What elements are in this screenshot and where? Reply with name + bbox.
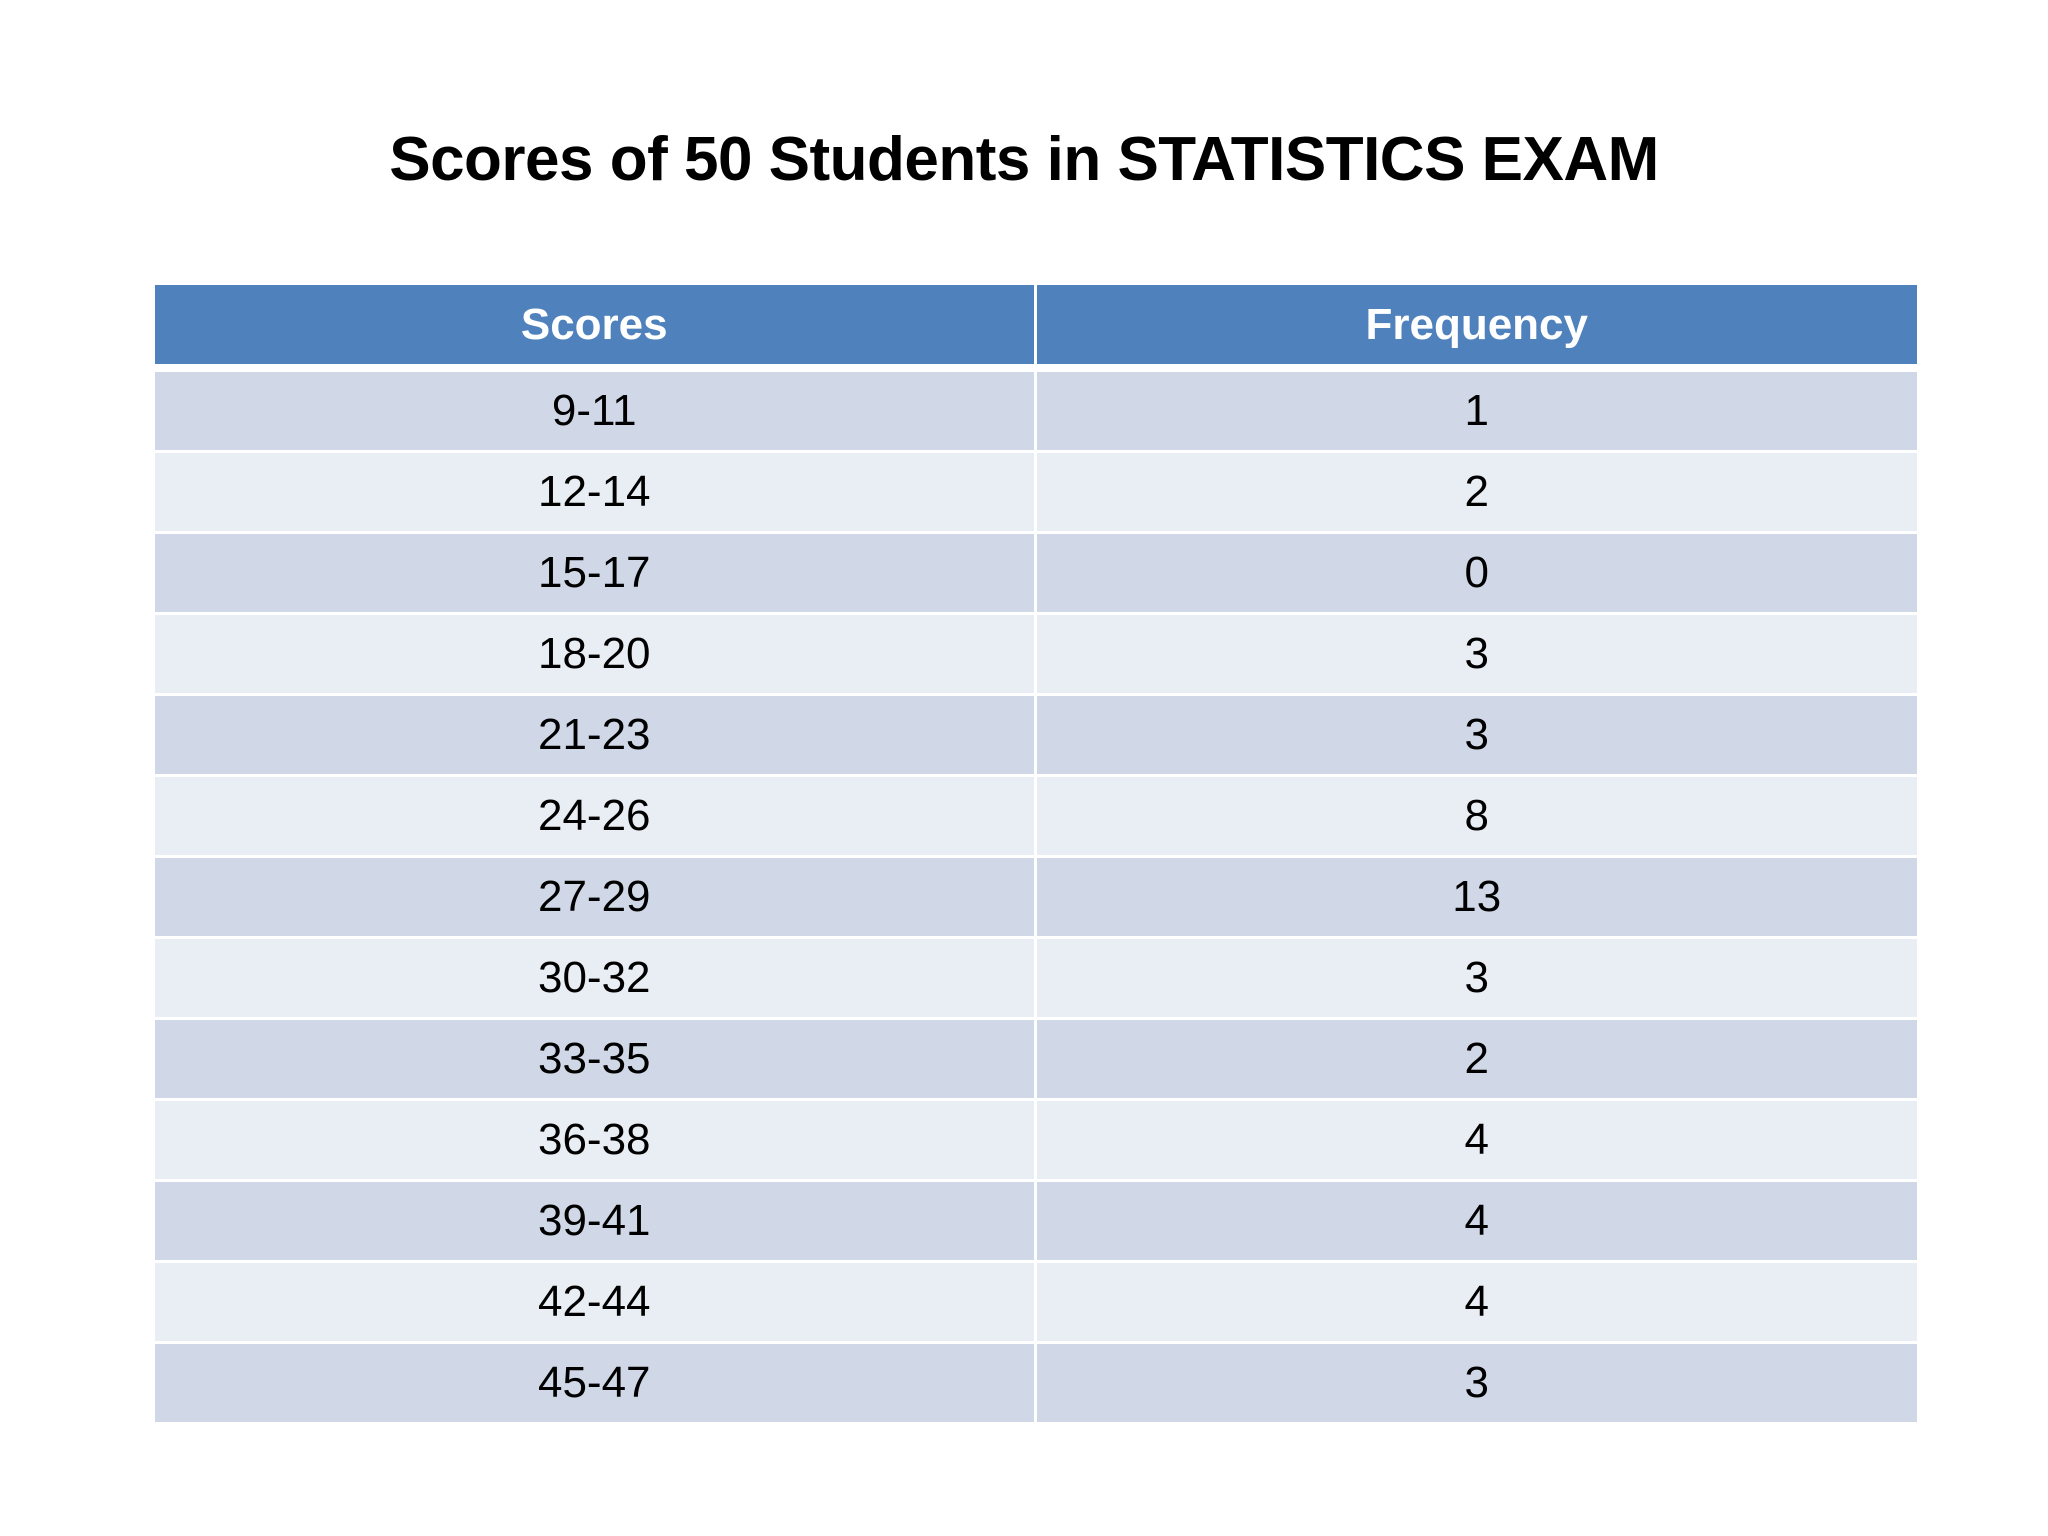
- table-row: 33-35 2: [155, 1017, 1917, 1101]
- score-range-cell: 9-11: [155, 366, 1037, 453]
- table-row: 15-17 0: [155, 531, 1917, 615]
- table-row: 45-47 3: [155, 1341, 1917, 1422]
- score-range-cell: 36-38: [155, 1098, 1037, 1182]
- table-row: 36-38 4: [155, 1098, 1917, 1182]
- table-row: 9-11 1: [155, 366, 1917, 453]
- frequency-cell: 4: [1033, 1098, 1917, 1182]
- slide-title: Scores of 50 Students in STATISTICS EXAM: [389, 125, 1659, 194]
- frequency-cell: 3: [1033, 612, 1917, 696]
- table-row: 12-14 2: [155, 450, 1917, 534]
- table-row: 21-23 3: [155, 693, 1917, 777]
- score-range-cell: 27-29: [155, 855, 1037, 939]
- table-body: 9-11 1 12-14 2 15-17 0 18-20 3 21-23 3 24-26 8 27-29…: [155, 366, 1917, 1422]
- score-range-cell: 45-47: [155, 1341, 1037, 1422]
- frequency-cell: 1: [1033, 366, 1917, 453]
- frequency-cell: 0: [1033, 531, 1917, 615]
- frequency-cell: 3: [1033, 936, 1917, 1020]
- frequency-column-header: Frequency: [1033, 285, 1917, 372]
- score-range-cell: 18-20: [155, 612, 1037, 696]
- score-range-cell: 39-41: [155, 1179, 1037, 1263]
- frequency-table: Scores Frequency 9-11 1 12-14 2 15-17 0 18-20 3…: [155, 285, 1917, 1422]
- frequency-cell: 8: [1033, 774, 1917, 858]
- scores-column-header: Scores: [155, 285, 1037, 372]
- score-range-cell: 15-17: [155, 531, 1037, 615]
- score-range-cell: 21-23: [155, 693, 1037, 777]
- score-range-cell: 42-44: [155, 1260, 1037, 1344]
- frequency-cell: 3: [1033, 693, 1917, 777]
- score-range-cell: 30-32: [155, 936, 1037, 1020]
- frequency-cell: 3: [1033, 1341, 1917, 1422]
- frequency-cell: 13: [1033, 855, 1917, 939]
- score-range-cell: 33-35: [155, 1017, 1037, 1101]
- table-row: 30-32 3: [155, 936, 1917, 1020]
- table-row: 39-41 4: [155, 1179, 1917, 1263]
- frequency-cell: 4: [1033, 1260, 1917, 1344]
- table-header-row: Scores Frequency: [155, 285, 1917, 372]
- score-range-cell: 24-26: [155, 774, 1037, 858]
- table-row: 42-44 4: [155, 1260, 1917, 1344]
- table-row: 18-20 3: [155, 612, 1917, 696]
- table-row: 27-29 13: [155, 855, 1917, 939]
- frequency-cell: 2: [1033, 1017, 1917, 1101]
- table-row: 24-26 8: [155, 774, 1917, 858]
- frequency-cell: 4: [1033, 1179, 1917, 1263]
- frequency-cell: 2: [1033, 450, 1917, 534]
- score-range-cell: 12-14: [155, 450, 1037, 534]
